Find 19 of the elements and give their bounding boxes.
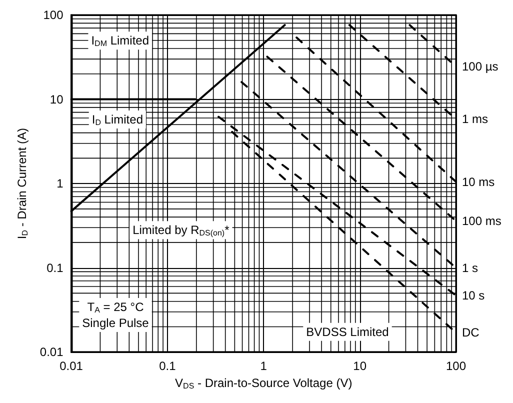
y-tick-label: 0.1 bbox=[46, 260, 64, 275]
x-tick-label: 100 bbox=[446, 359, 466, 374]
y-tick-label: 10 bbox=[50, 92, 64, 106]
y-axis-title: ID - Drain Current (A) bbox=[15, 128, 30, 240]
y-tick-label: 0.01 bbox=[40, 345, 64, 360]
y-tick-label: 1 bbox=[56, 176, 64, 191]
series-label: 100 µs bbox=[462, 59, 498, 74]
series-label: DC bbox=[462, 326, 480, 340]
series-label: 10 ms bbox=[462, 174, 495, 189]
x-tick-label: 1 bbox=[260, 359, 268, 374]
series-label: 1 s bbox=[462, 260, 478, 275]
x-tick-label: 10 bbox=[353, 359, 367, 374]
y-tick-label: 100 bbox=[43, 8, 64, 22]
series-label: 100 ms bbox=[462, 214, 502, 228]
x-tick-label: 0.01 bbox=[60, 359, 84, 374]
x-tick-label: 0.1 bbox=[159, 359, 176, 374]
series-label: 10 s bbox=[462, 288, 485, 302]
series-label: 1 ms bbox=[462, 112, 488, 126]
annotation: BVDSS Limited bbox=[306, 324, 389, 339]
